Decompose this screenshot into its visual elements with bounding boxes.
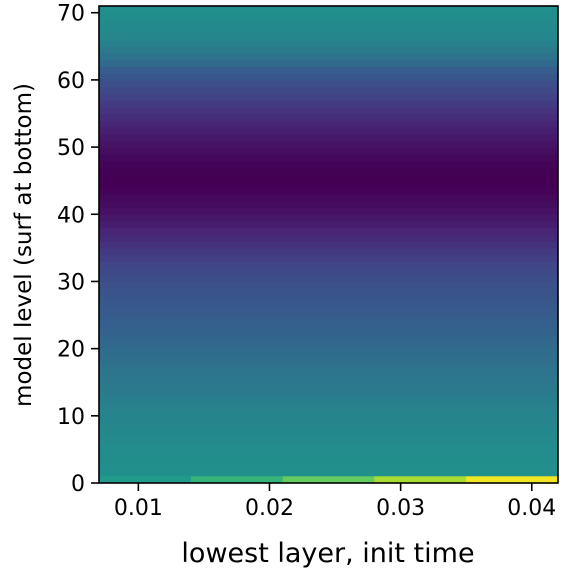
- heatmap-band: [99, 73, 558, 81]
- heatmap-band: [99, 93, 558, 101]
- x-axis: 0.01 0.02 0.03 0.04: [114, 483, 556, 521]
- heatmap-band: [99, 241, 558, 249]
- heatmap-band: [99, 207, 558, 215]
- heatmap-band: [99, 321, 558, 330]
- y-tick-label: 20: [57, 338, 85, 363]
- heatmap-band: [99, 308, 558, 316]
- y-axis: 0 10 20 30 40 50 60 70: [57, 2, 99, 497]
- heatmap-band: [99, 442, 558, 451]
- heatmap-band: [99, 341, 558, 350]
- y-axis-label: model level (surf at bottom): [11, 83, 37, 407]
- heatmap-band: [99, 173, 558, 182]
- heatmap-band: [99, 59, 558, 68]
- heatmap-band: [99, 126, 558, 135]
- heatmap-band: [99, 409, 558, 417]
- heatmap-band: [99, 140, 558, 148]
- heatmap-cells: [99, 6, 559, 483]
- heatmap-band: [99, 335, 558, 343]
- heatmap-band: [99, 462, 558, 471]
- heatmap-band: [99, 46, 558, 54]
- heatmap-band: [99, 113, 558, 121]
- heatmap-band: [99, 382, 558, 390]
- heatmap-band: [99, 254, 558, 262]
- heatmap-band: [99, 53, 558, 61]
- y-tick-label: 30: [57, 270, 85, 295]
- heatmap-band: [99, 268, 558, 276]
- heatmap-band: [99, 362, 558, 370]
- x-tick-label: 0.01: [114, 496, 163, 521]
- heatmap-band: [99, 147, 558, 155]
- y-tick-label: 60: [57, 69, 85, 94]
- heatmap-band: [99, 167, 558, 175]
- heatmap-band: [99, 234, 558, 242]
- heatmap-band: [99, 375, 558, 383]
- heatmap-band: [99, 194, 558, 202]
- heatmap-band: [99, 328, 558, 336]
- heatmap-band: [99, 288, 558, 296]
- heatmap-band: [99, 19, 558, 27]
- heatmap-band: [99, 12, 558, 21]
- heatmap-band: [99, 388, 558, 397]
- heatmap-band: [99, 261, 558, 269]
- heatmap-band: [99, 100, 558, 108]
- heatmap-band: [99, 402, 558, 410]
- heatmap-cell: [282, 476, 375, 483]
- x-tick-label: 0.04: [507, 496, 556, 521]
- heatmap-band: [99, 435, 558, 444]
- heatmap-band: [99, 180, 558, 188]
- heatmap-band: [99, 395, 558, 403]
- heatmap-band: [99, 247, 558, 256]
- heatmap-band: [99, 26, 558, 34]
- y-tick-label: 10: [57, 405, 85, 430]
- heatmap-cell: [466, 476, 559, 483]
- heatmap-band: [99, 39, 558, 47]
- heatmap-band: [99, 274, 558, 283]
- heatmap-band: [99, 86, 558, 94]
- heatmap-band: [99, 368, 558, 377]
- heatmap-band: [99, 153, 558, 162]
- y-tick-label: 40: [57, 203, 85, 228]
- heatmap-band: [99, 227, 558, 236]
- plot-frame: [98, 5, 559, 484]
- x-tick-label: 0.02: [245, 496, 294, 521]
- heatmap-band: [99, 214, 558, 222]
- heatmap-band: [99, 301, 558, 309]
- heatmap-cell: [374, 476, 467, 483]
- heatmap-band: [99, 281, 558, 289]
- heatmap-band: [99, 422, 558, 430]
- heatmap-band: [99, 160, 558, 168]
- heatmap-band: [99, 469, 558, 477]
- heatmap-band: [99, 415, 558, 424]
- y-tick-label: 0: [71, 472, 85, 497]
- heatmap-band: [99, 133, 558, 141]
- heatmap-band: [99, 220, 558, 229]
- heatmap-band: [99, 120, 558, 128]
- heatmap-band: [99, 348, 558, 356]
- y-tick-label: 50: [57, 136, 85, 161]
- y-tick-label: 70: [57, 2, 85, 27]
- heatmap-band: [99, 32, 558, 41]
- heatmap-band: [99, 106, 558, 115]
- heatmap-cell: [190, 476, 284, 483]
- heatmap-band: [99, 200, 558, 209]
- heatmap-band: [99, 79, 558, 88]
- heatmap-band: [99, 6, 558, 14]
- heatmap-band: [99, 66, 558, 74]
- heatmap-band: [99, 187, 558, 195]
- x-axis-label: lowest layer, init time: [181, 538, 474, 569]
- heatmap-band: [99, 456, 558, 464]
- heatmap-band: [99, 355, 558, 363]
- x-tick-label: 0.03: [376, 496, 425, 521]
- heatmap-band: [99, 449, 558, 457]
- heatmap-band: [99, 294, 558, 303]
- heatmap-band: [99, 429, 558, 437]
- heatmap-band: [99, 315, 558, 323]
- heatmap-cell: [99, 476, 192, 483]
